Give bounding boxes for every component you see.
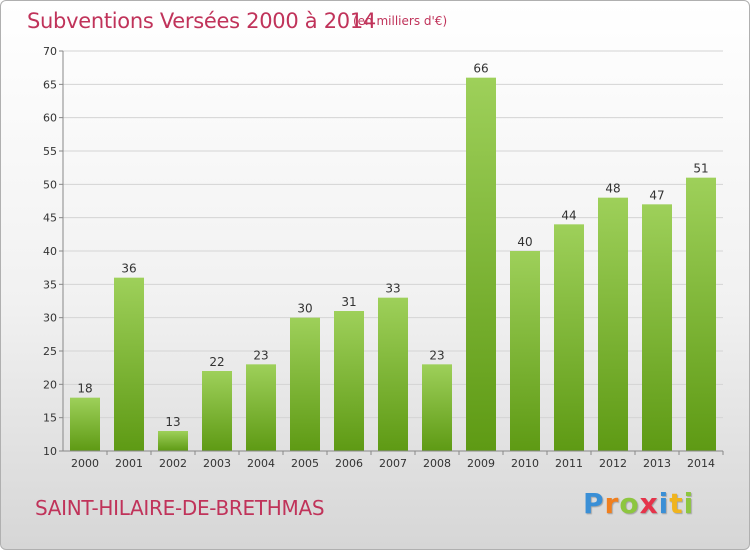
bar-2003 [202,371,232,451]
x-tick-label: 2004 [247,457,275,470]
y-tick-label: 50 [43,178,57,191]
x-tick-label: 2003 [203,457,231,470]
y-tick-label: 10 [43,445,57,458]
logo-letter: r [604,487,620,520]
bar-2006 [334,311,364,451]
y-tick-label: 55 [43,145,57,158]
bar-value-label: 48 [605,182,620,196]
logo-letter: P [583,487,605,520]
x-tick-label: 2014 [687,457,715,470]
x-tick-label: 2009 [467,457,495,470]
bar-value-label: 23 [253,348,268,362]
x-tick-label: 2002 [159,457,187,470]
bar-value-label: 31 [341,295,356,309]
bar-2004 [246,364,276,451]
axes: 10 15 20 25 30 35 40 45 50 55 60 65 70 2000 2001 2002 20… [43,45,724,470]
bar-value-label: 23 [429,348,444,362]
bar-chart: 18 36 13 22 23 30 31 33 23 66 40 44 48 47 51 10 15 20 25 3… [43,45,724,470]
bar-value-label: 18 [77,382,92,396]
y-tick-label: 30 [43,312,57,325]
bar-2010 [510,251,540,451]
logo-letter: t [669,487,684,520]
x-tick-label: 2000 [71,457,99,470]
x-tick-label: 2001 [115,457,143,470]
proxiti-logo: Proxiti [583,487,694,520]
bar-value-label: 47 [649,188,664,202]
bar-value-label: 30 [297,302,312,316]
bar-2005 [290,317,320,451]
y-tick-label: 25 [43,345,57,358]
x-tick-label: 2010 [511,457,539,470]
x-tick-label: 2007 [379,457,407,470]
bar-2012 [598,197,628,451]
chart-unit: (en milliers d'€) [353,14,448,28]
bar-value-label: 40 [517,235,532,249]
y-tick-label: 65 [43,78,57,91]
logo-letter: i [658,487,670,520]
bar-value-label: 51 [693,162,708,176]
bar-2013 [642,204,672,451]
commune-name: SAINT-HILAIRE-DE-BRETHMAS [35,496,325,520]
bar-value-label: 66 [473,62,488,76]
y-tick-label: 40 [43,245,57,258]
y-tick-label: 35 [43,278,57,291]
x-tick-label: 2013 [643,457,671,470]
bar-2008 [422,364,452,451]
bar-value-label: 36 [121,262,136,276]
bar-value-label: 44 [561,208,576,222]
bar-value-label: 33 [385,282,400,296]
logo-letter: x [639,487,659,520]
bars: 18 36 13 22 23 30 31 33 23 66 40 44 48 47 51 [70,62,716,452]
bar-2001 [114,277,144,451]
bar-2000 [70,397,100,451]
x-tick-label: 2006 [335,457,363,470]
bar-2014 [686,177,716,451]
bar-2009 [466,77,496,452]
x-tick-label: 2011 [555,457,583,470]
bar-2002 [158,431,188,451]
chart-title: Subventions Versées 2000 à 2014 [27,9,376,33]
x-tick-label: 2005 [291,457,319,470]
y-tick-label: 20 [43,378,57,391]
logo-letter: i [683,487,695,520]
bar-value-label: 22 [209,355,224,369]
x-tick-label: 2008 [423,457,451,470]
y-tick-label: 15 [43,412,57,425]
logo-letter: o [619,487,640,520]
bar-2007 [378,297,408,451]
bar-value-label: 13 [165,415,180,429]
y-tick-label: 70 [43,45,57,58]
x-tick-label: 2012 [599,457,627,470]
y-tick-label: 60 [43,112,57,125]
y-tick-label: 45 [43,212,57,225]
bar-2011 [554,224,584,451]
